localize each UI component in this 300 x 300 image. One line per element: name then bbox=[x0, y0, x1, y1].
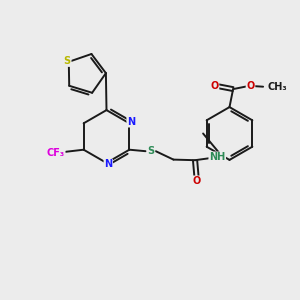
Text: N: N bbox=[104, 159, 112, 170]
Text: CH₃: CH₃ bbox=[267, 82, 286, 92]
Text: O: O bbox=[192, 176, 201, 186]
Text: O: O bbox=[210, 80, 219, 91]
Text: N: N bbox=[127, 117, 135, 127]
Text: S: S bbox=[64, 56, 71, 66]
Text: NH: NH bbox=[209, 152, 225, 162]
Text: O: O bbox=[246, 80, 255, 91]
Text: CF₃: CF₃ bbox=[47, 148, 65, 158]
Text: S: S bbox=[147, 146, 155, 156]
